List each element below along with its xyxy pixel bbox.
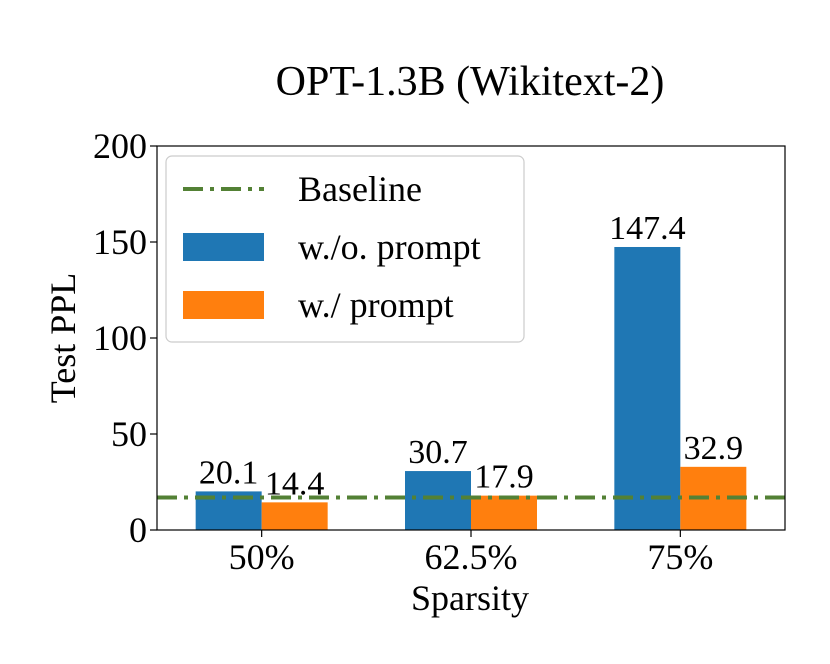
legend-swatch-without-prompt (183, 233, 264, 261)
x-tick-label: 50% (229, 537, 295, 577)
bar-without-prompt-1 (405, 471, 471, 530)
x-axis-label: Sparsity (411, 578, 529, 618)
legend-label-baseline: Baseline (298, 169, 422, 209)
data-label: 32.9 (684, 430, 744, 467)
y-axis-label: Test PPL (43, 273, 83, 404)
legend-swatch-with-prompt (183, 291, 264, 319)
legend: Baseline w./o. prompt w./ prompt (165, 155, 525, 343)
chart-title: OPT-1.3B (Wikitext-2) (276, 59, 665, 105)
data-label: 30.7 (408, 434, 468, 471)
y-tick-label: 150 (93, 222, 147, 262)
y-tick-label: 200 (93, 126, 147, 166)
bar-with-prompt-0 (261, 502, 328, 530)
x-tick-label: 75% (647, 537, 713, 577)
data-label: 17.9 (474, 459, 534, 496)
bar-without-prompt-2 (614, 246, 681, 530)
legend-label-without-prompt: w./o. prompt (298, 227, 481, 267)
y-tick-label: 100 (93, 318, 147, 358)
y-tick-label: 0 (129, 510, 147, 550)
x-tick-label: 62.5% (425, 537, 518, 577)
data-label: 147.4 (609, 210, 686, 247)
data-label: 20.1 (199, 454, 259, 491)
y-tick-label: 50 (111, 414, 147, 454)
legend-label-with-prompt: w./ prompt (298, 285, 454, 325)
bar-with-prompt-1 (471, 495, 537, 530)
